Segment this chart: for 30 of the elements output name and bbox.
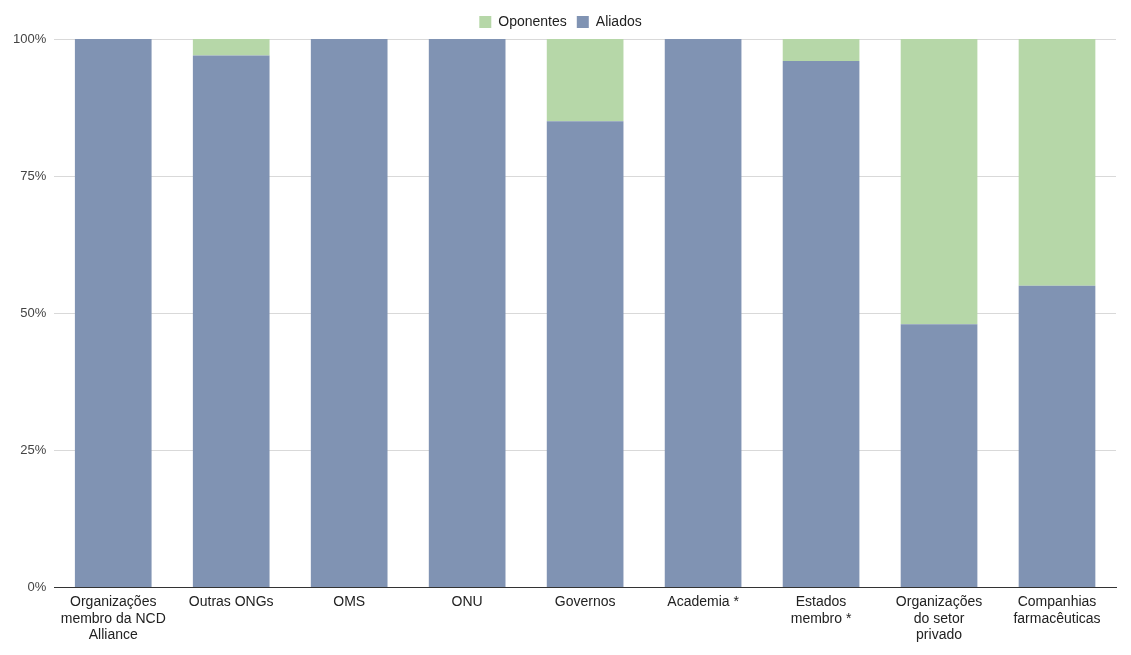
x-tick-label: Companhias farmacêuticas	[1013, 592, 1101, 626]
bar	[546, 121, 624, 588]
x-tick-label: Estados membro *	[790, 592, 852, 626]
bar	[782, 39, 860, 61]
y-tick-label: 25%	[20, 442, 47, 458]
bar	[1018, 39, 1096, 286]
x-tick-label: OMS	[333, 592, 366, 609]
x-tick-label: Organizações membro da NCD Alliance	[60, 592, 166, 643]
x-tick-label: Academia *	[667, 592, 740, 609]
bar	[664, 39, 742, 588]
legend-label: Aliados	[595, 12, 642, 29]
legend-label: Oponentes	[498, 12, 567, 29]
x-tick-label: ONU	[451, 592, 483, 609]
bar	[900, 39, 978, 325]
bar	[310, 39, 388, 588]
bar	[192, 39, 270, 56]
bar	[428, 39, 506, 588]
bar	[1018, 285, 1096, 588]
y-tick-label: 0%	[27, 579, 47, 595]
bar	[74, 39, 152, 588]
x-tick-label: Governos	[554, 592, 616, 609]
bar	[782, 60, 860, 588]
bar	[192, 55, 270, 588]
bar	[900, 324, 978, 588]
y-tick-label: 50%	[20, 304, 47, 320]
x-tick-label: Outras ONGs	[188, 592, 274, 609]
x-tick-label: Organizações do setor privado	[895, 592, 983, 643]
y-tick-label: 100%	[13, 30, 47, 46]
y-tick-label: 75%	[20, 167, 47, 183]
bar	[546, 39, 624, 122]
